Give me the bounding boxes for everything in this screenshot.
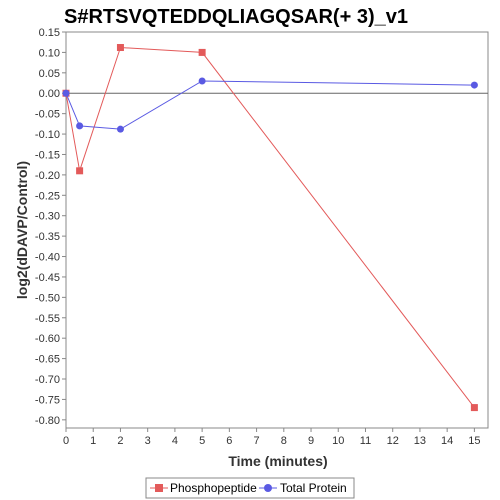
y-tick-label: -0.55 <box>35 313 60 325</box>
y-tick-label: 0.00 <box>39 88 60 100</box>
data-point-total-protein <box>116 125 124 133</box>
y-tick-label: -0.20 <box>35 170 60 182</box>
y-tick-label: -0.25 <box>35 190 60 202</box>
x-tick-label: 2 <box>117 435 123 447</box>
x-tick-label: 12 <box>387 435 399 447</box>
data-point-total-protein <box>62 89 70 97</box>
y-tick-label: -0.10 <box>35 129 60 141</box>
x-tick-label: 3 <box>145 435 151 447</box>
legend-box <box>145 477 355 499</box>
legend-phosphopeptide-label: Phosphopeptide <box>170 481 257 495</box>
y-tick-label: -0.30 <box>35 211 60 223</box>
x-tick-label: 7 <box>254 435 260 447</box>
legend-total-protein-marker <box>264 484 272 492</box>
y-tick-label: -0.50 <box>35 292 60 304</box>
x-tick-label: 10 <box>332 435 344 447</box>
data-point-total-protein <box>198 77 206 85</box>
x-tick-label: 13 <box>414 435 426 447</box>
x-tick-label: 15 <box>468 435 480 447</box>
y-tick-label: -0.45 <box>35 272 60 284</box>
y-tick-label: -0.40 <box>35 252 60 264</box>
y-tick-label: -0.60 <box>35 333 60 345</box>
x-tick-label: 6 <box>226 435 232 447</box>
y-axis-label: log2(dDAVP/Control) <box>14 161 30 299</box>
y-tick-label: 0.05 <box>39 68 60 80</box>
data-point-phosphopeptide <box>76 167 84 175</box>
x-tick-label: 14 <box>441 435 453 447</box>
y-tick-label: -0.15 <box>35 149 60 161</box>
y-tick-label: -0.35 <box>35 231 60 243</box>
x-axis-label: Time (minutes) <box>228 453 327 469</box>
data-point-total-protein <box>76 122 84 130</box>
y-tick-label: 0.15 <box>39 27 60 39</box>
legend: Phosphopeptide Total Protein <box>145 477 355 499</box>
plot-area <box>65 31 489 429</box>
y-tick-label: -0.65 <box>35 354 60 366</box>
y-axis: 0.15 0.10 0.05 0.00 -0.05 -0.10 -0.15 -0.20 -0.2… <box>35 27 66 427</box>
x-tick-label: 8 <box>281 435 287 447</box>
legend-total-protein-label: Total Protein <box>280 481 347 495</box>
legend-phosphopeptide-marker <box>155 484 163 492</box>
y-tick-label: -0.80 <box>35 415 60 427</box>
data-point-total-protein <box>470 81 478 89</box>
data-point-phosphopeptide <box>470 404 478 412</box>
x-tick-label: 1 <box>90 435 96 447</box>
x-tick-label: 5 <box>199 435 205 447</box>
x-tick-label: 4 <box>172 435 178 447</box>
y-tick-label: 0.10 <box>39 47 60 59</box>
y-tick-label: -0.75 <box>35 394 60 406</box>
chart-title: S#RTSVQTEDDQLIAGQSAR(+ 3)_v1 <box>64 6 408 28</box>
x-tick-label: 0 <box>63 435 69 447</box>
data-point-phosphopeptide <box>116 44 124 52</box>
x-axis: 0 1 2 3 4 5 6 7 8 9 10 11 12 13 14 15 <box>63 428 481 447</box>
y-tick-label: -0.05 <box>35 109 60 121</box>
data-point-phosphopeptide <box>198 48 206 56</box>
y-tick-label: -0.70 <box>35 374 60 386</box>
x-tick-label: 9 <box>308 435 314 447</box>
series-layer <box>62 44 478 412</box>
x-tick-label: 11 <box>360 435 371 447</box>
